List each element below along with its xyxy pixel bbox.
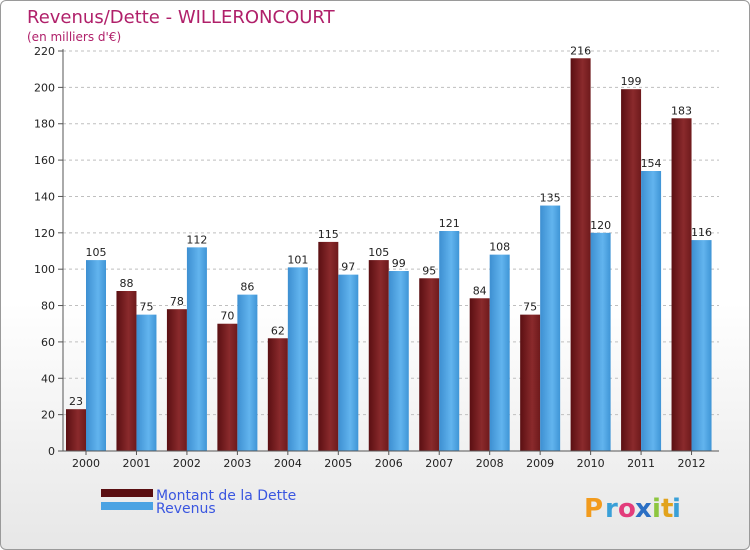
revenue-bar [186,247,207,451]
y-tick-label: 220 [34,45,55,58]
logo-letter: r [605,494,618,524]
data-label: 78 [170,295,184,308]
revenue-bar [489,254,510,451]
data-label: 116 [691,226,712,239]
revenue-bar [691,240,712,451]
debt-bar [318,241,339,451]
x-tick-label: 2010 [577,457,605,470]
y-tick-label: 20 [41,409,55,422]
data-label: 70 [220,310,234,323]
debt-bar [217,323,238,451]
x-tick-label: 2011 [627,457,655,470]
debt-bar [520,314,541,451]
data-label: 105 [86,246,107,259]
data-label: 97 [341,261,355,274]
debt-bar [419,278,440,451]
revenue-bar [136,314,157,451]
bars: 23 105 2000 88 75 2001 78 112 2002 70 86 2003 62 101 2… [66,44,712,470]
y-tick-label: 140 [34,190,55,203]
y-tick-label: 180 [34,118,55,131]
y-tick-label: 120 [34,227,55,240]
debt-bar [671,118,692,451]
data-label: 75 [139,301,153,314]
revenue-bar [388,271,409,451]
axes [62,49,719,452]
debt-bar [116,291,137,451]
data-label: 86 [240,281,254,294]
x-tick-label: 2004 [274,457,302,470]
data-label: 105 [368,246,389,259]
data-label: 199 [621,75,642,88]
x-tick-label: 2008 [476,457,504,470]
data-label: 23 [69,395,83,408]
x-tick-label: 2006 [375,457,403,470]
logo-letter: i [652,494,661,524]
y-tick-label: 200 [34,81,55,94]
logo-letter: P [584,494,603,524]
data-label: 101 [287,253,308,266]
revenue-bar [540,205,561,451]
data-label: 154 [641,157,662,170]
logo-letter: i [672,494,681,524]
data-label: 115 [318,228,339,241]
data-label: 112 [186,233,207,246]
revenue-bar [338,274,359,451]
debt-bar [570,58,591,451]
revenue-bar [86,260,106,451]
logo-letter: t [661,494,673,524]
legend-swatch [101,502,153,510]
data-label: 75 [523,301,537,314]
legend-label: Revenus [156,501,216,517]
x-tick-label: 2012 [678,457,706,470]
data-label: 88 [119,277,133,290]
debt-bar [66,409,86,451]
data-label: 62 [271,324,285,337]
data-label: 99 [392,257,406,270]
x-tick-label: 2000 [72,457,100,470]
logo-letter: x [635,494,652,524]
y-tick-label: 160 [34,154,55,167]
revenue-bar [590,232,611,451]
debt-bar [267,338,288,451]
data-label: 183 [671,104,692,117]
x-tick-label: 2005 [324,457,352,470]
y-tick-label: 0 [48,445,55,458]
x-tick-label: 2007 [425,457,453,470]
revenue-bar [287,267,308,451]
revenue-bar [237,294,258,451]
data-label: 216 [570,44,591,57]
data-label: 135 [540,192,561,205]
y-tick-label: 80 [41,300,55,313]
debt-bar [166,309,187,451]
x-tick-label: 2009 [526,457,554,470]
x-tick-label: 2002 [173,457,201,470]
debt-bar [469,298,490,451]
x-tick-label: 2001 [122,457,150,470]
legend-swatch [101,489,153,497]
y-tick-label: 40 [41,372,55,385]
data-label: 121 [439,217,460,230]
data-label: 120 [590,219,611,232]
data-label: 95 [422,264,436,277]
data-label: 108 [489,241,510,254]
debt-bar [368,260,389,451]
y-tick-label: 100 [34,263,55,276]
y-tick-label: 60 [41,336,55,349]
debt-bar [621,89,642,451]
data-label: 84 [473,284,487,297]
chart-title: Revenus/Dette - WILLERONCOURT [27,7,336,28]
logo-letter: o [618,494,636,524]
revenue-bar [439,231,460,451]
revenue-bar [641,171,662,451]
legend-label: Montant de la Dette [156,488,296,504]
x-tick-label: 2003 [223,457,251,470]
chart-subtitle: (en milliers d'€) [27,30,121,44]
